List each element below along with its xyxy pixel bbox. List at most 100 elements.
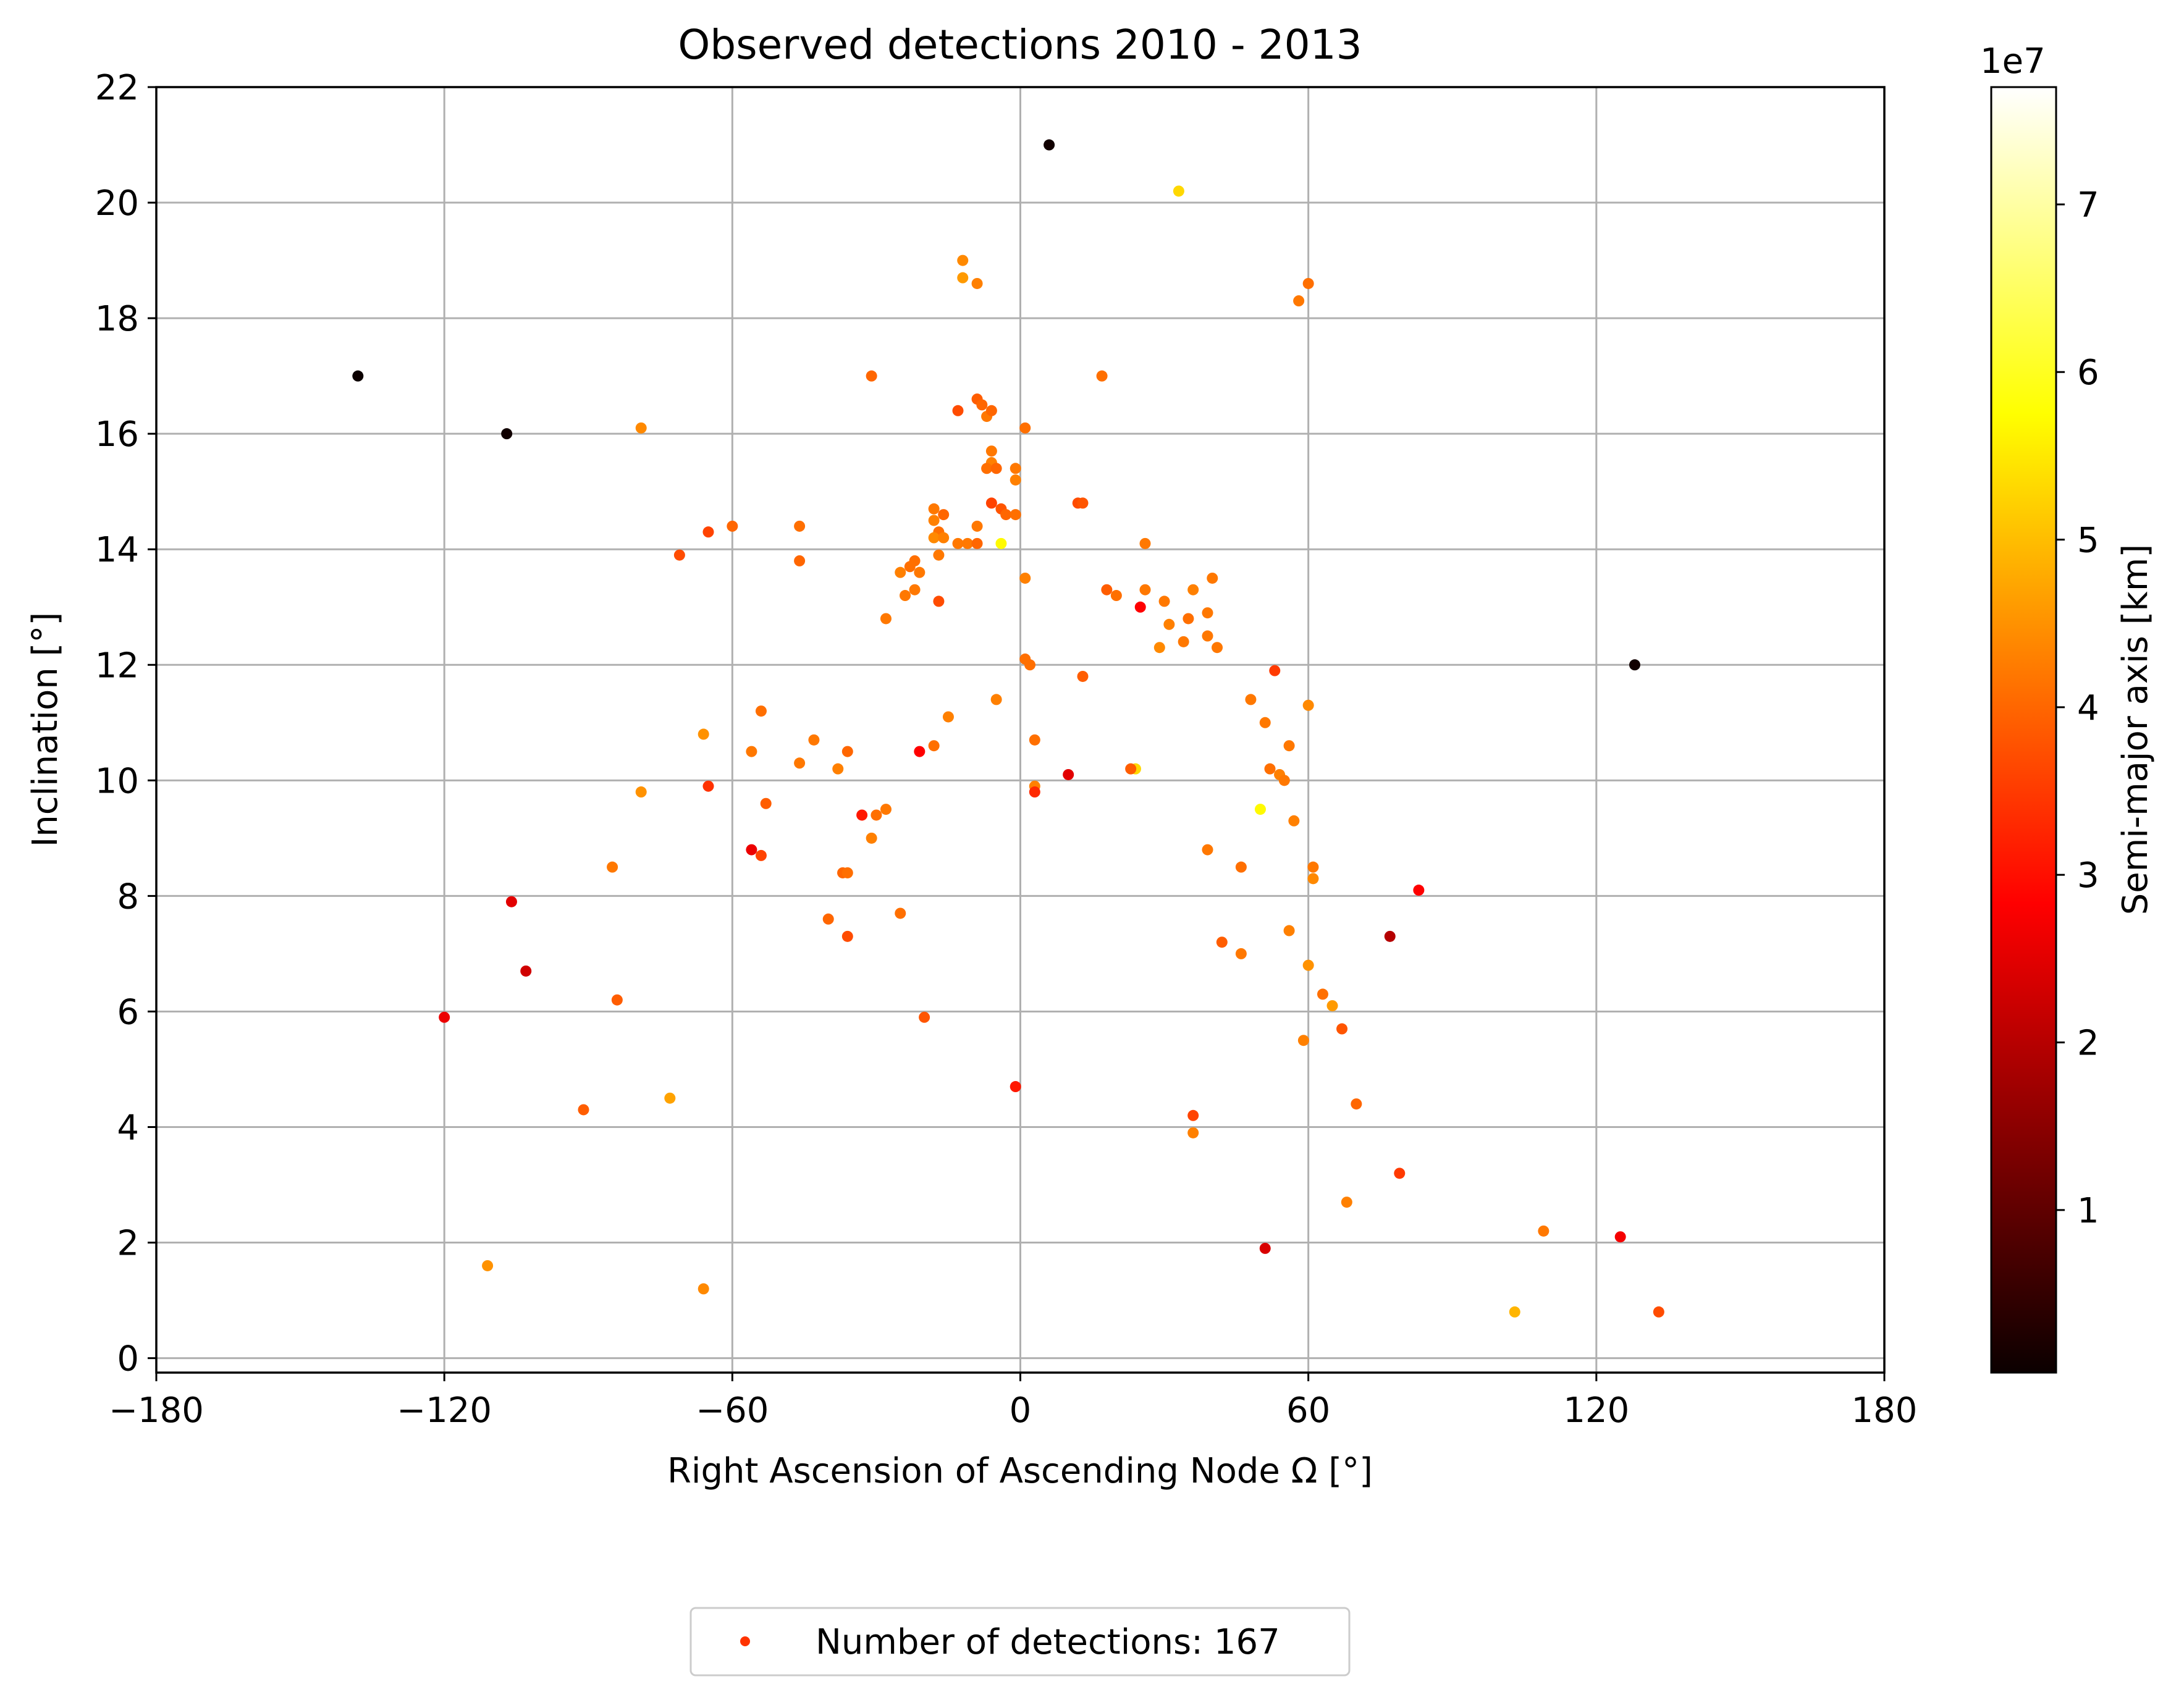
data-point <box>1394 1168 1406 1179</box>
data-point <box>520 965 532 977</box>
data-point <box>952 537 964 549</box>
data-point <box>1259 717 1271 728</box>
data-point <box>1187 1127 1199 1138</box>
data-point <box>900 590 911 602</box>
data-point <box>1125 763 1137 775</box>
data-point <box>1288 815 1300 827</box>
data-point <box>698 1283 709 1295</box>
data-point <box>928 503 940 515</box>
y-tick-label: 8 <box>117 877 139 917</box>
data-point <box>1173 185 1184 197</box>
y-tick-label: 22 <box>95 68 139 108</box>
legend-label: Number of detections: 167 <box>816 1622 1280 1662</box>
data-point <box>990 694 1002 705</box>
data-point <box>841 867 853 878</box>
data-point <box>1269 665 1281 676</box>
data-point <box>1212 642 1223 654</box>
data-point <box>985 445 997 457</box>
data-point <box>822 913 834 925</box>
y-axis-ticks: 0 2 4 6 8 10 12 14 16 18 20 22 <box>95 68 156 1379</box>
data-point <box>1158 595 1170 607</box>
data-point <box>904 561 916 573</box>
data-point <box>1259 1242 1271 1254</box>
data-point <box>866 370 877 382</box>
data-point <box>1134 601 1146 613</box>
data-point <box>1153 642 1165 654</box>
data-point <box>1317 988 1328 1000</box>
y-axis-label: Inclination [°] <box>25 612 65 848</box>
colorbar-tick-label: 2 <box>2077 1024 2099 1064</box>
data-point <box>1351 1098 1362 1110</box>
data-point <box>1614 1231 1626 1243</box>
data-point <box>971 537 983 549</box>
x-axis-ticks: −180 −120 −60 0 60 120 180 <box>109 1373 1917 1431</box>
data-point <box>1384 930 1396 942</box>
data-point <box>1297 1035 1309 1046</box>
data-point <box>957 272 969 284</box>
colorbar <box>1990 86 2057 1374</box>
data-point <box>928 532 940 544</box>
data-point <box>952 405 964 416</box>
data-point <box>702 780 714 792</box>
colorbar-offset-text: 1e7 <box>1980 41 2046 82</box>
data-point <box>1163 618 1175 630</box>
data-point <box>866 832 877 844</box>
colorbar-tick-label: 6 <box>2077 353 2099 393</box>
data-point <box>985 405 997 416</box>
x-tick-label: −180 <box>109 1391 204 1431</box>
y-tick-label: 18 <box>95 299 139 339</box>
data-point <box>1019 422 1031 434</box>
data-point <box>1302 699 1314 711</box>
data-point <box>1019 572 1031 584</box>
data-point <box>909 584 921 595</box>
data-point <box>673 549 685 561</box>
data-point <box>942 711 954 723</box>
data-point <box>1187 584 1199 595</box>
data-point <box>702 526 714 538</box>
data-point <box>1187 1109 1199 1121</box>
colorbar-ticks: 1 2 3 4 5 6 7 <box>2056 185 2099 1231</box>
data-point <box>914 746 925 757</box>
data-point <box>755 849 767 861</box>
data-point <box>1000 509 1012 521</box>
data-point <box>841 930 853 942</box>
data-points <box>352 139 1664 1318</box>
y-tick-label: 6 <box>117 992 139 1032</box>
colorbar-tick-label: 3 <box>2077 856 2099 896</box>
data-point <box>1254 804 1266 815</box>
data-point <box>482 1260 494 1271</box>
data-point <box>808 734 820 746</box>
data-point <box>832 763 844 775</box>
data-point <box>962 537 974 549</box>
data-point <box>1293 295 1305 307</box>
x-tick-label: 0 <box>1010 1391 1032 1431</box>
colorbar-tick-label: 1 <box>2077 1191 2099 1231</box>
data-point <box>755 705 767 717</box>
data-point <box>971 277 983 289</box>
legend: Number of detections: 167 <box>689 1607 1351 1677</box>
data-point <box>1302 959 1314 971</box>
legend-box <box>689 1607 1351 1677</box>
data-point <box>1264 763 1276 775</box>
data-point <box>938 532 950 544</box>
data-point <box>1077 497 1089 509</box>
data-point <box>352 370 364 382</box>
data-point <box>1326 1000 1338 1012</box>
data-point <box>914 566 925 578</box>
x-tick-label: 60 <box>1286 1391 1330 1431</box>
x-tick-label: 120 <box>1563 1391 1629 1431</box>
data-point <box>841 746 853 757</box>
data-point <box>1245 694 1257 705</box>
colorbar-tick-label: 4 <box>2077 688 2099 728</box>
data-point <box>635 422 647 434</box>
data-point <box>664 1092 676 1104</box>
data-point <box>1139 537 1151 549</box>
data-point <box>919 1011 930 1023</box>
data-point <box>1063 768 1074 780</box>
data-point <box>1010 509 1021 521</box>
data-point <box>856 809 868 821</box>
data-point <box>957 255 969 266</box>
data-point <box>1278 775 1290 786</box>
data-point <box>1010 463 1021 474</box>
